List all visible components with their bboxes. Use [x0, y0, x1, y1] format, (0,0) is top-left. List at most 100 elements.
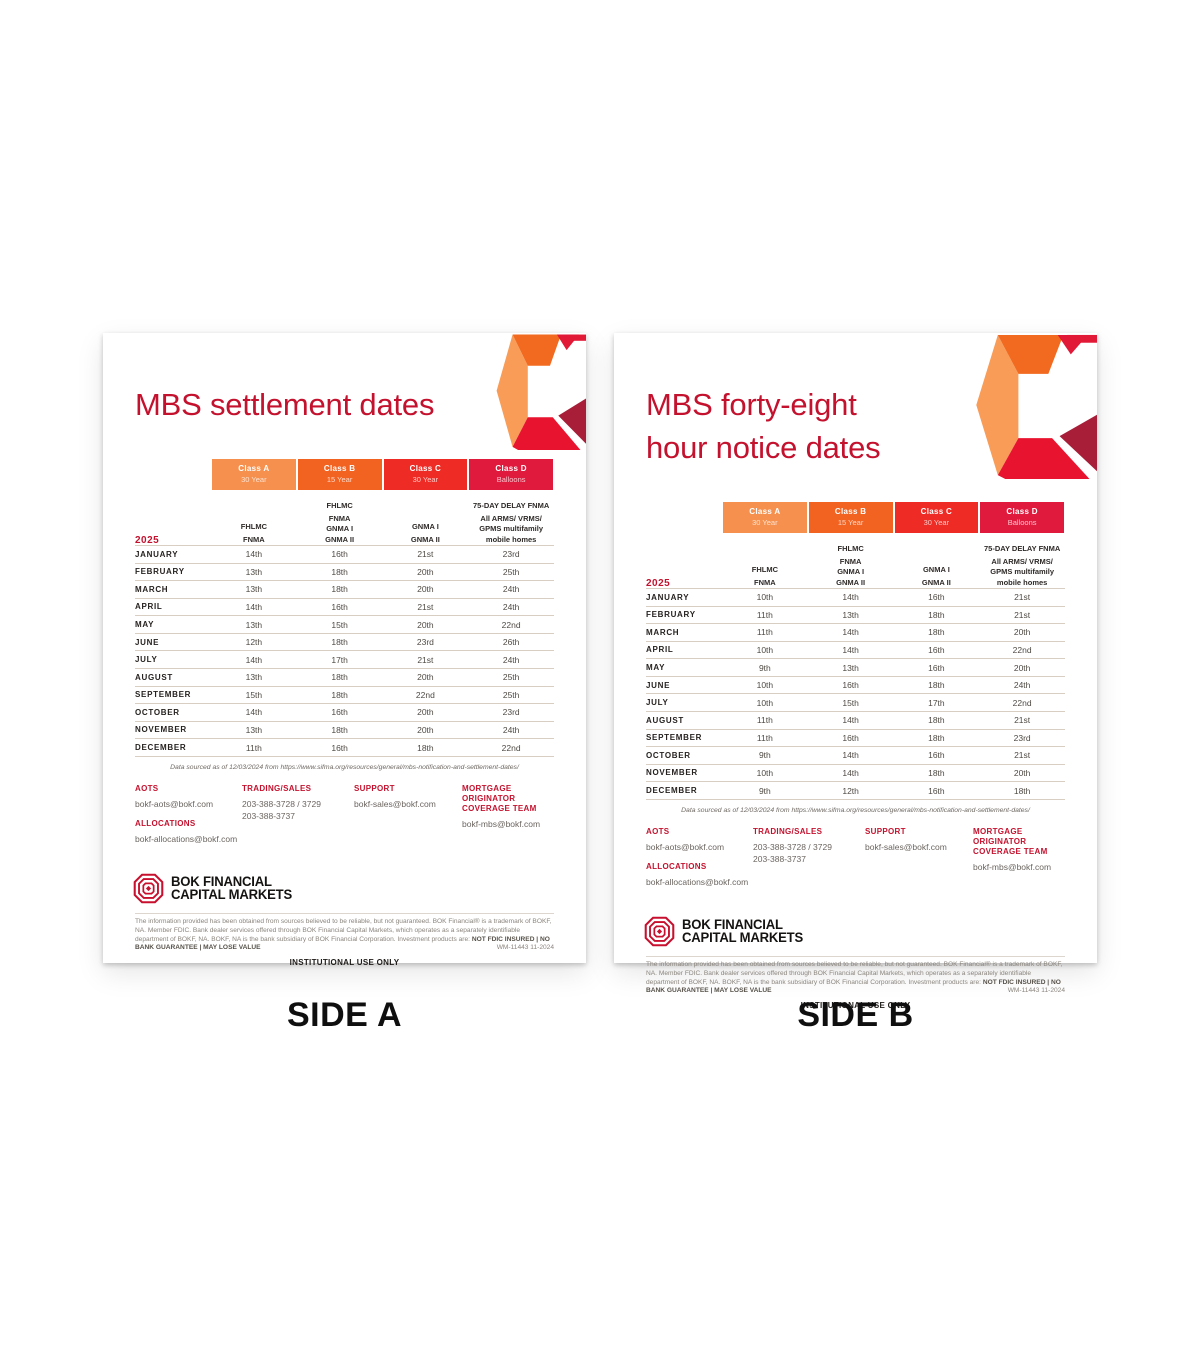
date-value: 9th	[758, 750, 771, 761]
date-value: 18th	[928, 732, 945, 743]
class-term: 15 Year	[326, 475, 353, 484]
month-label: SEPTEMBER	[646, 733, 703, 743]
date-value: 23rd	[502, 549, 520, 560]
contact-column: SUPPORT bokf-sales@bokf.com	[354, 784, 458, 855]
entity-line: All ARMS/ VRMS/	[991, 556, 1053, 566]
table-row: SEPTEMBER 11th 16th 18th 23rd	[646, 728, 1065, 747]
brand-row: BOK FINANCIAL CAPITAL MARKETS	[133, 855, 554, 904]
date-value: 21st	[1014, 609, 1031, 620]
date-value: 14th	[842, 592, 859, 603]
date-value: 14th	[842, 644, 859, 655]
year-label: 2025	[646, 578, 671, 589]
table-row: SEPTEMBER 15th 18th 22nd 25th	[135, 685, 554, 704]
table-row: AUGUST 13th 18th 20th 25th	[135, 668, 554, 686]
entity-cell: FHLMC FNMA	[722, 533, 808, 588]
bok-financial-logo-icon	[644, 916, 675, 947]
date-value: 12th	[842, 785, 859, 796]
entity-row: 2025 FHLMC FNMA FHLMC FNMA GNMA I GNMA II GNMA …	[135, 490, 554, 546]
entity-line: FNMA	[754, 577, 776, 587]
month-label: APRIL	[646, 645, 674, 655]
class-name: Class A	[749, 507, 781, 516]
contact-line: bokf-mbs@bokf.com	[973, 861, 1052, 872]
date-value: 20th	[1013, 767, 1031, 778]
date-value: 21st	[417, 654, 434, 665]
footer-divider	[135, 912, 554, 914]
date-value: 14th	[245, 601, 263, 612]
year-cell: 2025	[135, 490, 211, 546]
class-header: Class A 30 Year	[723, 502, 807, 533]
disclaimer-text: The information provided has been obtain…	[646, 960, 1063, 986]
date-value: 16th	[928, 750, 945, 761]
side-b-label: SIDE B	[797, 996, 914, 1034]
table-row: JULY 14th 17th 21st 24th	[135, 650, 554, 668]
date-value: 16th	[928, 644, 945, 655]
month-label: NOVEMBER	[646, 768, 698, 778]
contact-column: AOTS bokf-aots@bokf.com ALLOCATIONS bokf-al…	[646, 827, 749, 898]
contact-group: ALLOCATIONS bokf-allocations@bokf.com	[135, 819, 238, 846]
table-row: OCTOBER 9th 14th 16th 21st	[646, 746, 1065, 764]
page-title-line: MBS settlement dates	[135, 387, 435, 422]
contact-column: SUPPORT bokf-sales@bokf.com	[865, 827, 969, 898]
date-value: 14th	[245, 707, 263, 718]
entity-cell: GNMA I GNMA II	[894, 533, 980, 588]
contact-line: bokf-sales@bokf.com	[354, 798, 436, 809]
contact-group: SUPPORT bokf-sales@bokf.com	[354, 784, 458, 811]
table-body: JANUARY 10th 14th 16th 21st FEBRUARY 11th 13th 1…	[646, 588, 1065, 800]
disclaimer-code: WM-11443 11-2024	[1007, 987, 1065, 995]
entity-line: 75-DAY DELAY FNMA	[472, 501, 550, 510]
contact-group: SUPPORT bokf-sales@bokf.com	[865, 827, 969, 854]
contact-column: MORTGAGE ORIGINATOR COVERAGE TEAM bokf-mb…	[462, 784, 554, 855]
date-value: 13th	[842, 662, 859, 673]
class-name: Class D	[1006, 507, 1038, 516]
contact-heading: TRADING/SALES	[753, 826, 823, 836]
contact-line: bokf-mbs@bokf.com	[462, 818, 541, 829]
date-value: 22nd	[501, 619, 521, 630]
date-value: 14th	[842, 627, 859, 638]
table-row: FEBRUARY 11th 13th 18th 21st	[646, 605, 1065, 624]
month-label: SEPTEMBER	[135, 690, 192, 700]
date-value: 18th	[928, 627, 945, 638]
date-value: 16th	[842, 680, 859, 691]
contact-line: bokf-sales@bokf.com	[865, 841, 947, 852]
date-value: 10th	[756, 767, 774, 778]
date-value: 25th	[502, 689, 520, 700]
entity-line: GNMA I	[326, 524, 354, 533]
entity-line: All ARMS/ VRMS/	[480, 513, 542, 523]
month-label: OCTOBER	[646, 750, 691, 760]
class-header: Class C 30 Year	[894, 502, 979, 533]
date-value: 14th	[245, 654, 263, 665]
entity-cell: GNMA I GNMA II	[383, 490, 469, 545]
class-name: Class B	[834, 507, 867, 516]
date-value: 22nd	[1012, 644, 1032, 655]
date-value: 24th	[1013, 680, 1031, 691]
month-label: FEBRUARY	[646, 610, 696, 620]
class-term: Balloons	[496, 475, 526, 484]
date-value: 18th	[331, 584, 348, 595]
contact-group: AOTS bokf-aots@bokf.com	[646, 827, 749, 854]
date-value: 22nd	[501, 742, 521, 753]
bok-financial-logo-text: BOK FINANCIAL CAPITAL MARKETS	[171, 875, 292, 902]
table-row: JANUARY 10th 14th 16th 21st	[646, 588, 1065, 606]
date-value: 10th	[756, 697, 774, 708]
entity-line: FHLMC	[837, 544, 864, 553]
month-label: MAY	[646, 663, 666, 672]
disclaimer-code: WM-11443 11-2024	[496, 944, 554, 952]
entity-line: GPMS multifamily	[990, 567, 1054, 576]
table-row: AUGUST 11th 14th 18th 21st	[646, 711, 1065, 729]
date-value: 15th	[842, 697, 859, 708]
date-value: 21st	[1014, 592, 1031, 603]
date-value: 16th	[331, 601, 348, 612]
date-value: 23rd	[1013, 732, 1031, 743]
table-row: APRIL 14th 16th 21st 24th	[135, 597, 554, 616]
table-row: APRIL 10th 14th 16th 22nd	[646, 640, 1065, 659]
date-value: 13th	[245, 566, 263, 577]
date-value: 11th	[756, 715, 773, 726]
contacts: AOTS bokf-aots@bokf.com ALLOCATIONS bokf-al…	[135, 784, 554, 855]
contact-line: 203-388-3737	[242, 811, 295, 822]
contact-heading: AOTS	[135, 783, 159, 793]
class-term: Balloons	[1007, 518, 1037, 527]
contact-column: TRADING/SALES 203-388-3728 / 3729 203-388-…	[753, 827, 861, 898]
contact-heading: AOTS	[646, 826, 670, 836]
year-cell: 2025	[646, 533, 722, 589]
month-label: MARCH	[646, 627, 680, 637]
